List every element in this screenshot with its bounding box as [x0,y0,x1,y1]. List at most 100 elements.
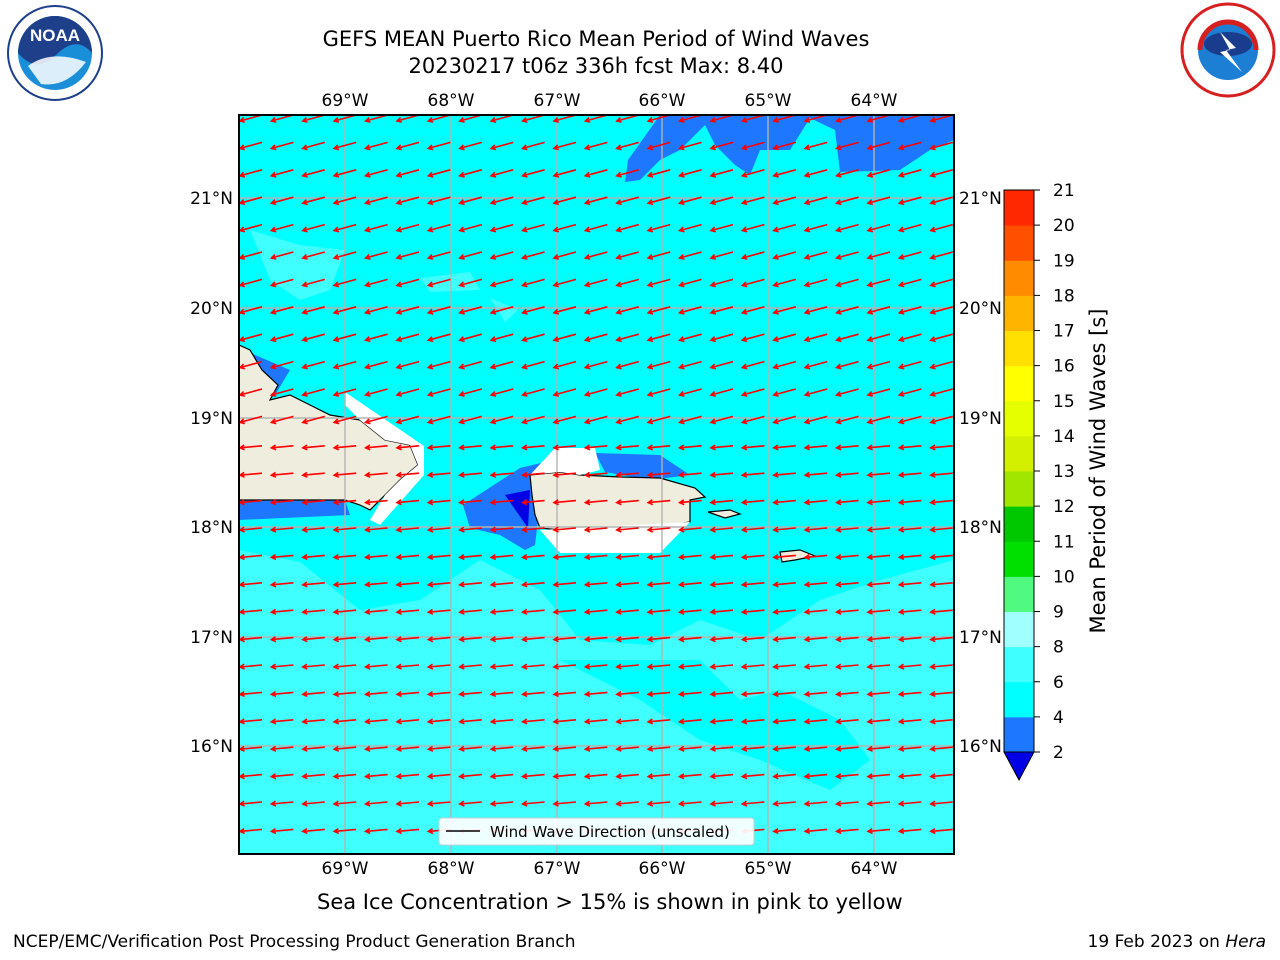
wind-arrow [520,360,545,370]
wind-arrow [552,333,577,343]
wind-arrow [426,663,451,670]
wind-arrow [834,223,859,233]
colorbar-tick-label: 16 [1053,357,1075,377]
wind-arrow [772,471,796,478]
colorbar-tick-label: 14 [1053,427,1075,447]
wind-arrow [583,773,608,780]
wind-arrow [332,663,357,670]
wind-arrow [583,388,608,397]
wind-arrow [897,827,922,835]
colorbar-tick-label: 10 [1053,567,1075,587]
wind-arrow [615,636,639,643]
wind-arrow [772,499,796,506]
wind-arrow [615,278,640,288]
wind-arrow [363,306,388,315]
wind-arrow [489,251,514,260]
wind-arrow [834,800,859,807]
lat-label: 19°N [190,409,233,429]
wind-arrow [552,553,577,561]
wind-arrow [301,636,325,643]
wind-arrow [615,169,640,178]
wind-arrow [489,360,514,370]
wind-arrow [897,663,922,670]
wind-arrow [615,388,640,397]
wind-arrow [552,444,577,451]
wind-arrow [772,278,797,288]
wind-arrow [458,415,483,425]
wind-arrow [866,663,891,670]
wind-arrow [677,636,702,643]
grid-lines [239,115,954,854]
wind-arrow [772,444,796,451]
wind-arrow [709,360,734,370]
wind-arrow [772,800,796,807]
credit-footer: NCEP/EMC/Verification Post Processing Pr… [13,932,576,952]
wind-arrow [552,499,577,506]
wind-arrow [426,333,451,343]
wind-arrow [772,718,796,725]
wind-arrow [646,333,671,343]
wind-arrow [301,306,326,315]
wind-arrow [803,690,828,698]
wind-arrow [552,223,577,233]
wind-arrow [520,251,545,260]
wind-arrow [834,444,859,451]
wind-arrow [363,388,388,397]
wind-arrow [583,444,608,451]
wind-arrow [677,718,702,725]
wind-arrow [615,499,639,506]
wind-arrow [489,306,514,315]
wind-arrow [615,800,639,807]
wind-arrow [552,636,577,643]
colorbar-segment [1004,295,1034,331]
wind-arrow [583,415,608,425]
wind-arrow [552,196,577,206]
wind-arrow [772,663,796,670]
wind-arrow [866,499,891,506]
wind-arrow [426,388,451,397]
colorbar-segment [1004,435,1034,472]
colorbar-tick-label: 19 [1053,251,1075,271]
wind-arrow [897,196,922,206]
date-footer: 19 Feb 2023 on Hera [1088,932,1266,952]
machine-name: Hera [1225,932,1266,952]
wind-arrow [866,608,891,615]
wind-arrow [709,169,734,178]
wind-arrow [834,827,859,835]
wind-arrow [615,553,639,561]
wind-arrow [363,526,388,533]
wind-arrow [552,608,577,615]
wind-arrow [520,690,545,698]
wind-arrow [426,499,451,506]
wind-arrow [929,827,953,835]
wind-arrow [929,444,953,451]
wind-arrow [834,745,859,752]
wind-arrow [897,800,922,807]
wind-arrow [929,800,953,807]
wind-arrow [897,608,922,615]
wind-arrow [834,773,859,780]
wind-arrow [458,471,482,478]
wind-arrow [301,360,326,370]
colorbar-segment [1004,611,1034,648]
wind-arrow [332,526,357,533]
wind-arrow [332,196,357,206]
wind-arrow [552,360,577,370]
wind-arrow [897,444,922,451]
wind-arrow [740,196,765,206]
wind-arrow [489,223,514,233]
colorbar-tick-label: 4 [1053,708,1064,728]
wind-arrow [897,278,922,288]
wind-arrow [552,169,577,178]
wind-arrow [709,773,734,780]
wind-arrow [426,690,451,698]
wind-arrow [363,333,388,343]
wind-arrow [646,471,671,478]
wind-arrow [803,415,828,425]
wind-arrow [426,608,451,615]
wind-arrow [803,169,828,178]
wind-arrow [866,553,891,561]
wind-arrow [646,415,671,425]
colorbar-segment [1004,365,1034,402]
wind-arrow [740,223,765,233]
